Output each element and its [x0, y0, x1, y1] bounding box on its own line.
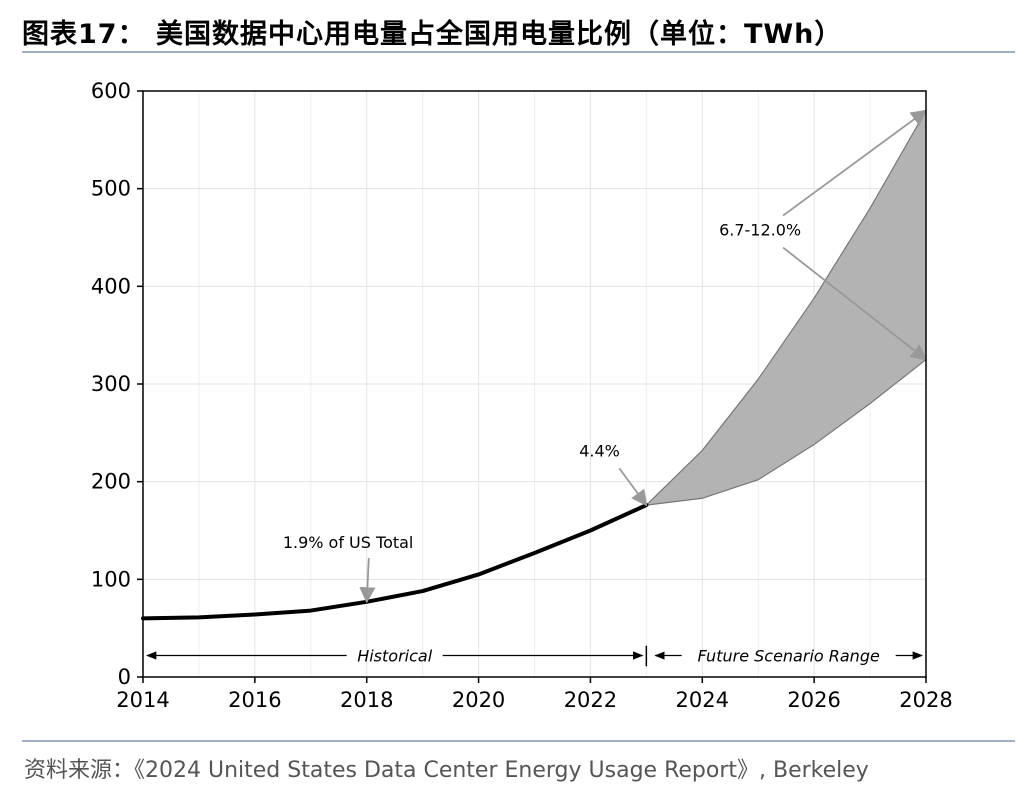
scenario-band-high-edge	[645, 110, 927, 506]
source-divider	[22, 740, 1015, 742]
x-tick-label: 2024	[676, 688, 729, 712]
chart: Historical Future Scenario Range 1.9% of U…	[91, 79, 953, 712]
y-tick-label: 400	[91, 274, 131, 298]
y-tick-label: 600	[91, 79, 131, 103]
annotation-arrow	[359, 558, 376, 604]
annotation-label: 4.4%	[579, 441, 620, 460]
range-label-future: Future Scenario Range	[698, 647, 880, 666]
scenario-band-low-edge	[646, 359, 927, 506]
y-tick-label: 0	[118, 665, 131, 689]
x-tick-label: 2028	[899, 688, 952, 712]
x-tick-label: 2014	[116, 688, 169, 712]
annotation-label: 6.7-12.0%	[719, 221, 801, 240]
x-tick-label: 2018	[340, 688, 393, 712]
annotation-arrow	[782, 109, 928, 217]
x-tick-label: 2020	[452, 688, 505, 712]
scenario-band	[646, 110, 926, 506]
title-divider	[22, 51, 1015, 53]
y-tick-label: 100	[91, 567, 131, 591]
figure-title: 图表17： 美国数据中心用电量占全国用电量比例（单位：TWh）	[22, 19, 843, 50]
y-tick-label: 500	[91, 177, 131, 201]
x-tick-label: 2022	[564, 688, 617, 712]
y-tick-label: 200	[91, 470, 131, 494]
annotation-label: 1.9% of US Total	[283, 533, 414, 552]
series-line-historical	[141, 503, 649, 621]
y-tick-label: 300	[91, 372, 131, 396]
annotation-arrow	[782, 246, 928, 361]
range-label-historical: Historical	[357, 647, 433, 666]
x-tick-label: 2016	[228, 688, 281, 712]
x-tick-label: 2026	[787, 688, 840, 712]
annotation-arrow	[618, 467, 648, 507]
source-note: 资料来源：《2024 United States Data Center Ene…	[24, 758, 869, 783]
